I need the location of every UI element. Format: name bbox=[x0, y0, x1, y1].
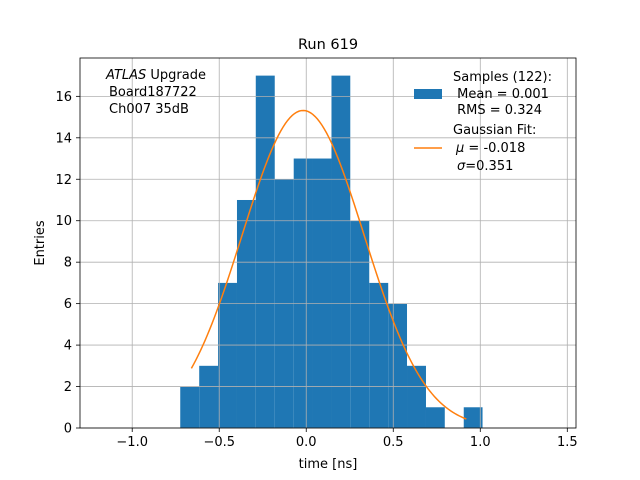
y-tick-label: 4 bbox=[64, 339, 72, 354]
histogram-bar bbox=[218, 282, 237, 428]
histogram-bar bbox=[293, 158, 313, 428]
y-tick-label: 16 bbox=[55, 90, 72, 105]
y-tick-label: 14 bbox=[55, 131, 72, 146]
histogram-bar bbox=[388, 303, 408, 428]
legend: Samples (122): Mean = 0.001 RMS = 0.324 … bbox=[414, 70, 552, 174]
legend-fit-mu: μ = -0.018 bbox=[455, 141, 525, 156]
x-tick-label: 1.5 bbox=[557, 435, 578, 450]
y-tick-label: 12 bbox=[55, 173, 72, 188]
histogram-bar bbox=[180, 386, 200, 428]
annotation-line-2: Board187722 bbox=[109, 85, 197, 100]
histogram-bar bbox=[425, 407, 445, 428]
annotation-box: ATLAS Upgrade Board187722 Ch007 35dB bbox=[105, 68, 206, 117]
y-tick-label: 10 bbox=[55, 214, 72, 229]
y-tick-label: 8 bbox=[64, 256, 72, 271]
chart-title: Run 619 bbox=[298, 37, 358, 53]
x-tick-label: 0.0 bbox=[296, 435, 317, 450]
legend-samples-rms: RMS = 0.324 bbox=[453, 103, 542, 118]
x-tick-label: −1.0 bbox=[116, 435, 148, 450]
y-axis-ticks: 0 2 4 6 8 10 12 14 16 bbox=[55, 90, 80, 437]
gaussian-fit-curve bbox=[190, 109, 467, 420]
y-tick-label: 0 bbox=[64, 422, 72, 437]
histogram-bar bbox=[199, 365, 219, 428]
histogram-bar bbox=[331, 75, 351, 428]
legend-samples-swatch bbox=[414, 89, 442, 99]
x-tick-label: −0.5 bbox=[203, 435, 235, 450]
y-tick-label: 6 bbox=[64, 297, 72, 312]
x-tick-label: 1.0 bbox=[470, 435, 491, 450]
plot-frame bbox=[79, 57, 577, 429]
histogram-bar bbox=[407, 365, 426, 428]
histogram-bar bbox=[350, 220, 370, 428]
histogram-bar bbox=[463, 407, 483, 428]
sigma-value: =0.351 bbox=[465, 159, 513, 174]
mu-value: = -0.018 bbox=[464, 141, 525, 156]
sigma-symbol: σ bbox=[457, 159, 466, 174]
histogram-bar bbox=[312, 158, 332, 428]
annotation-line-3: Ch007 35dB bbox=[109, 102, 189, 117]
annotation-line-1: ATLAS Upgrade bbox=[105, 68, 206, 83]
legend-samples-mean: Mean = 0.001 bbox=[453, 87, 549, 102]
y-axis-label: Entries bbox=[33, 220, 48, 266]
legend-fit-sigma: σ=0.351 bbox=[457, 159, 513, 174]
legend-samples-title: Samples (122): bbox=[453, 70, 552, 85]
x-tick-label: 0.5 bbox=[383, 435, 404, 450]
mu-symbol: μ bbox=[455, 141, 464, 156]
legend-fit-title: Gaussian Fit: bbox=[453, 123, 536, 138]
histogram-bar bbox=[236, 199, 256, 428]
x-axis-ticks: −1.0 −0.5 0.0 0.5 1.0 1.5 bbox=[116, 428, 578, 450]
histogram-bar bbox=[369, 282, 389, 428]
annotation-atlas: ATLAS bbox=[105, 68, 146, 83]
y-tick-label: 2 bbox=[64, 380, 72, 395]
x-axis-label: time [ns] bbox=[299, 457, 358, 472]
histogram-bar bbox=[255, 75, 275, 428]
histogram-bars bbox=[180, 75, 483, 428]
annotation-upgrade: Upgrade bbox=[146, 68, 206, 83]
